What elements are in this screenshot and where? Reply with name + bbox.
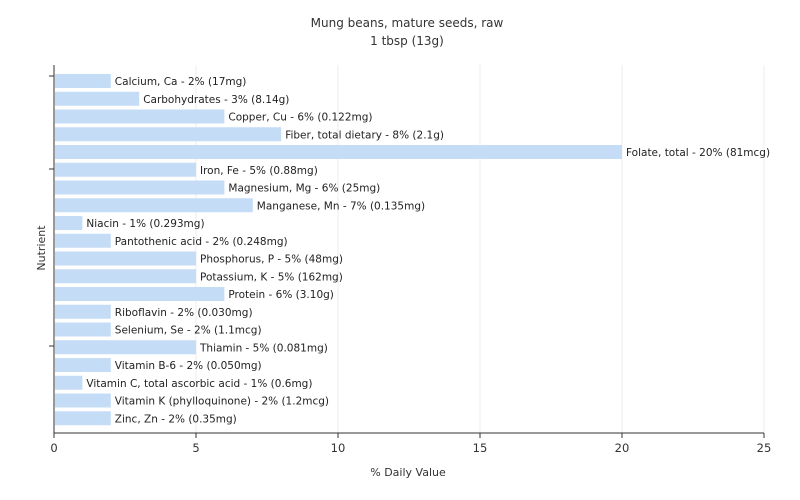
grid-lines	[195, 65, 765, 433]
bar-label: Copper, Cu - 6% (0.122mg)	[228, 112, 372, 124]
bar-label: Manganese, Mn - 7% (0.135mg)	[257, 200, 425, 212]
x-tick-label: 20	[615, 441, 630, 455]
bar-label: Vitamin C, total ascorbic acid - 1% (0.6…	[86, 378, 312, 390]
x-tick-label: 10	[331, 441, 346, 455]
bar-label: Calcium, Ca - 2% (17mg)	[115, 76, 247, 88]
x-tick-label: 15	[473, 441, 488, 455]
bar-label: Riboflavin - 2% (0.030mg)	[115, 307, 253, 319]
bar-label: Pantothenic acid - 2% (0.248mg)	[115, 236, 288, 248]
bar-label: Niacin - 1% (0.293mg)	[86, 218, 204, 230]
bar	[55, 162, 196, 177]
bar	[55, 358, 111, 372]
bar-label: Selenium, Se - 2% (1.1mcg)	[115, 325, 262, 337]
bar-label: Vitamin B-6 - 2% (0.050mg)	[115, 360, 262, 372]
bar-label: Fiber, total dietary - 8% (2.1g)	[285, 129, 444, 141]
x-tick-label: 5	[192, 441, 199, 455]
bar	[55, 216, 83, 230]
bars-group: Calcium, Ca - 2% (17mg) Carbohydrates - 3…	[55, 74, 770, 426]
bar-label: Carbohydrates - 3% (8.14g)	[143, 94, 289, 106]
axes	[49, 65, 764, 434]
bar	[55, 287, 225, 301]
bar	[55, 127, 282, 142]
bar	[55, 322, 111, 337]
bar	[55, 393, 111, 408]
bar-label: Protein - 6% (3.10g)	[228, 289, 334, 301]
bar	[55, 109, 225, 124]
bar	[55, 198, 253, 213]
bar-label: Potassium, K - 5% (162mg)	[200, 271, 343, 283]
bar-label: Folate, total - 20% (81mcg)	[626, 147, 770, 159]
bar-label: Phosphorus, P - 5% (48mg)	[200, 254, 343, 266]
bar-label: Vitamin K (phylloquinone) - 2% (1.2mcg)	[115, 396, 329, 408]
bar-label: Zinc, Zn - 2% (0.35mg)	[115, 413, 237, 425]
bar	[55, 233, 111, 248]
bar	[55, 91, 140, 106]
bar-label: Thiamin - 5% (0.081mg)	[199, 342, 328, 354]
x-tick-label: 0	[50, 441, 57, 455]
x-tick-label: 25	[757, 441, 772, 455]
chart-subtitle: 1 tbsp (13g)	[370, 34, 444, 48]
bar	[55, 74, 111, 88]
bar	[55, 145, 622, 159]
bar-label: Iron, Fe - 5% (0.88mg)	[200, 165, 318, 177]
bar	[55, 251, 196, 266]
bar	[55, 304, 111, 319]
bar	[55, 340, 196, 355]
bar	[55, 375, 83, 390]
chart-title: Mung beans, mature seeds, raw	[311, 16, 504, 30]
x-axis-title: % Daily Value	[370, 466, 446, 479]
x-axis-ticks: 0 5 10 15 20 25	[50, 433, 771, 455]
bar-label: Magnesium, Mg - 6% (25mg)	[228, 183, 380, 195]
bar	[55, 180, 225, 195]
y-axis-title: Nutrient	[35, 225, 48, 271]
bar	[55, 269, 196, 284]
bar	[55, 411, 111, 426]
